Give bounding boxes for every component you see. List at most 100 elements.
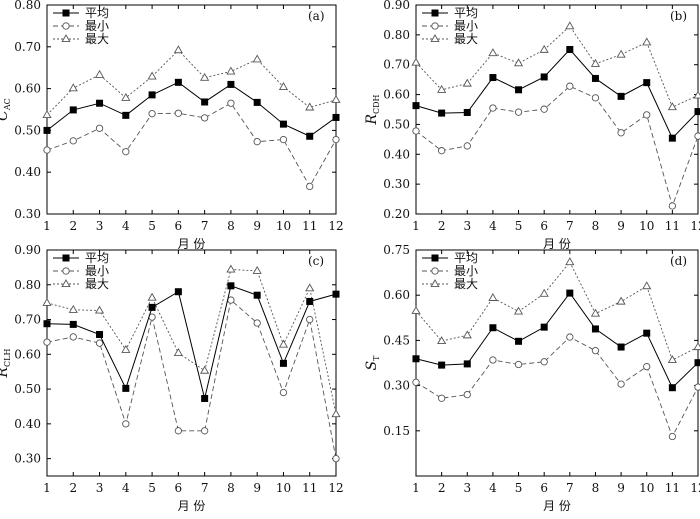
legend-label: 平均 <box>454 251 478 265</box>
series-min <box>412 333 700 441</box>
data-point <box>122 420 130 428</box>
y-axis-label: RCDH <box>364 94 381 125</box>
data-point <box>643 362 651 371</box>
legend-marker <box>61 34 71 43</box>
x-tick-label: 11 <box>302 219 317 233</box>
data-point <box>412 378 420 386</box>
y-axis-label-main: R <box>0 366 11 378</box>
legend-marker <box>431 9 439 17</box>
data-point <box>668 134 676 142</box>
data-point <box>95 339 104 347</box>
data-point <box>68 83 78 92</box>
data-point <box>122 148 130 156</box>
y-axis-label: ST <box>364 355 381 371</box>
data-point <box>201 394 209 402</box>
chart-panel-4: 0.150.300.450.600.75123456789101112月 份ST… <box>364 243 700 513</box>
data-point <box>616 49 626 58</box>
data-point <box>227 282 235 290</box>
legend-marker <box>62 9 70 17</box>
x-tick-label: 1 <box>43 481 51 495</box>
y-axis-label-sub: AC <box>3 98 12 111</box>
data-point <box>226 66 236 75</box>
x-tick-label: 6 <box>175 481 183 495</box>
data-point <box>200 114 209 122</box>
data-point <box>591 325 599 333</box>
x-tick-label: 6 <box>540 219 548 233</box>
data-point <box>174 109 183 117</box>
x-tick-label: 4 <box>489 219 497 233</box>
x-tick-label: 10 <box>639 481 654 495</box>
y-axis-label-sub: T <box>372 355 381 361</box>
data-point <box>438 109 446 117</box>
x-tick-label: 2 <box>69 481 77 495</box>
series-line <box>46 285 337 399</box>
legend-label: 最小 <box>454 19 478 33</box>
data-point <box>463 142 471 150</box>
x-axis-label: 月 份 <box>178 237 206 251</box>
x-tick-label: 5 <box>148 481 156 495</box>
legend-label: 最小 <box>85 264 109 278</box>
data-point <box>539 288 549 297</box>
panel-tag: (d) <box>670 254 687 268</box>
data-point <box>565 257 575 266</box>
x-tick-label: 8 <box>592 481 600 495</box>
x-tick-label: 7 <box>201 481 209 495</box>
legend-marker <box>430 34 440 43</box>
y-tick-label: 0.80 <box>14 0 41 12</box>
data-point <box>121 344 131 353</box>
data-point <box>591 346 600 355</box>
data-point <box>693 342 700 351</box>
data-point <box>42 110 52 118</box>
data-point <box>566 333 574 341</box>
data-point <box>643 111 651 119</box>
data-point <box>694 108 700 116</box>
series-line <box>46 81 337 137</box>
data-point <box>437 394 446 402</box>
y-tick-label: 0.40 <box>14 165 41 179</box>
data-point <box>173 45 183 54</box>
data-point <box>253 138 261 146</box>
y-tick-label: 0.20 <box>383 207 410 221</box>
y-tick-label: 0.15 <box>383 424 410 438</box>
data-point <box>278 82 289 90</box>
x-tick-label: 12 <box>690 481 700 495</box>
legend-label: 平均 <box>454 6 478 20</box>
data-point <box>253 98 261 106</box>
x-tick-label: 7 <box>566 219 574 233</box>
data-point <box>437 336 447 345</box>
x-tick-label: 11 <box>665 219 680 233</box>
data-point <box>227 99 235 107</box>
data-point <box>590 308 601 317</box>
legend-label: 最大 <box>85 32 109 46</box>
x-axis-label: 月 份 <box>178 499 206 513</box>
data-point <box>694 359 700 367</box>
data-point <box>489 324 497 332</box>
series-mean <box>412 289 700 392</box>
data-point <box>148 110 156 118</box>
data-point <box>279 135 288 144</box>
data-point <box>513 58 524 67</box>
data-point <box>540 105 548 113</box>
data-point <box>43 146 51 154</box>
data-point <box>489 104 497 112</box>
data-point <box>617 380 625 388</box>
data-point <box>642 281 652 290</box>
legend-label: 最小 <box>85 19 109 33</box>
data-point <box>642 37 652 46</box>
data-point <box>488 293 498 301</box>
y-tick-label: 0.50 <box>383 117 410 131</box>
x-tick-label: 2 <box>438 481 446 495</box>
series-mean <box>43 282 340 402</box>
data-point <box>173 348 183 356</box>
x-tick-label: 5 <box>148 219 156 233</box>
x-tick-label: 9 <box>253 481 261 495</box>
data-point <box>68 304 78 313</box>
x-tick-label: 10 <box>276 219 291 233</box>
data-point <box>617 129 625 137</box>
y-axis-label-main: R <box>364 114 380 126</box>
data-point <box>279 388 288 397</box>
x-axis-label: 月 份 <box>543 237 571 251</box>
data-point <box>566 82 574 90</box>
y-tick-label: 0.75 <box>383 243 410 257</box>
